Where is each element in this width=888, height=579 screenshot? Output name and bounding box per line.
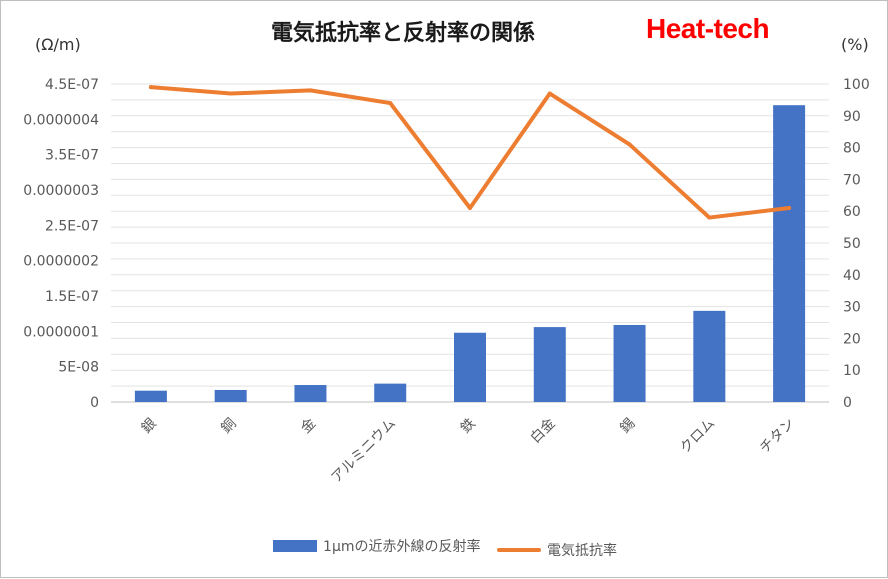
category-label: アルミニウム (328, 416, 399, 487)
left-tick-label: 4.5E-07 (45, 77, 99, 93)
right-tick-label: 90 (843, 109, 861, 125)
line-point (547, 91, 552, 96)
category-label: チタン (757, 416, 798, 457)
category-label: 銅 (218, 416, 239, 437)
left-tick-label: 0.0000003 (23, 183, 99, 199)
line-point (468, 206, 472, 211)
bar (773, 105, 806, 402)
bar (294, 385, 327, 402)
bar (613, 324, 646, 402)
left-tick-label: 3.5E-07 (45, 148, 99, 164)
left-tick-label: 2.5E-07 (45, 218, 99, 234)
line-point (308, 88, 313, 93)
right-tick-label: 40 (843, 268, 861, 284)
legend: 1μmの近赤外線の反射率 電気抵抗率 (1, 536, 888, 560)
legend-swatch-bar (273, 540, 318, 552)
legend-label-bar: 1μmの近赤外線の反射率 (323, 539, 481, 555)
category-label: 白金 (527, 416, 558, 447)
right-tick-label: 50 (843, 236, 861, 252)
left-tick-label: 1.5E-07 (45, 289, 99, 305)
category-label: 金 (298, 416, 319, 437)
line-point (148, 85, 153, 90)
right-axis-unit: (%) (841, 35, 869, 54)
right-tick-label: 100 (843, 77, 870, 93)
line-point (627, 142, 632, 147)
left-tick-label: 5E-08 (58, 360, 99, 376)
bar (533, 327, 566, 402)
line-point (388, 101, 393, 106)
series-line (148, 85, 792, 220)
bar (374, 383, 407, 402)
bar (693, 310, 726, 402)
legend-item-bar: 1μmの近赤外線の反射率 (273, 536, 481, 556)
line-point (787, 206, 792, 211)
right-tick-label: 30 (843, 300, 861, 316)
legend-item-line: 電気抵抗率 (496, 540, 617, 560)
right-tick-label: 70 (843, 172, 861, 188)
line-point (228, 91, 233, 96)
line-point (707, 215, 712, 220)
category-label: クロム (677, 416, 718, 457)
left-tick-label: 0.0000002 (23, 254, 99, 270)
chart-title: 電気抵抗率と反射率の関係 (271, 21, 536, 46)
legend-swatch-line (496, 548, 541, 552)
left-axis-unit: (Ω/m) (35, 35, 81, 54)
right-tick-label: 20 (843, 331, 861, 347)
category-label: 鉄 (458, 416, 479, 437)
left-tick-label: 0 (90, 395, 99, 411)
bar (214, 389, 247, 402)
right-tick-label: 10 (843, 363, 861, 379)
brand-logo: Heat-tech (646, 13, 770, 44)
right-tick-label: 80 (843, 141, 861, 157)
legend-label-line: 電気抵抗率 (546, 543, 617, 559)
right-tick-label: 0 (843, 395, 852, 411)
right-tick-label: 60 (843, 204, 861, 220)
bar (134, 390, 167, 402)
category-label: 錫 (617, 416, 638, 437)
bar (454, 332, 486, 402)
category-label: 銀 (139, 416, 160, 437)
left-tick-label: 0.0000001 (23, 324, 99, 340)
left-tick-label: 0.0000004 (23, 112, 99, 128)
